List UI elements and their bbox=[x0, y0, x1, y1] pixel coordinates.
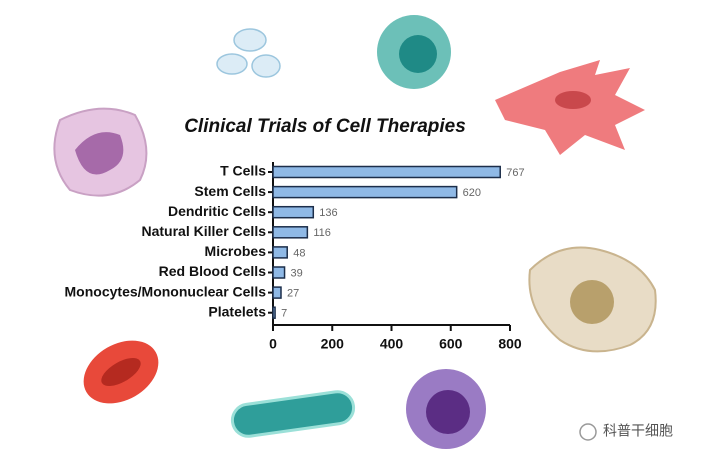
value-label: 27 bbox=[287, 288, 299, 300]
y-tick-label: Dendritic Cells bbox=[168, 203, 266, 219]
y-tick-label: T Cells bbox=[220, 163, 266, 179]
bar bbox=[272, 266, 286, 279]
watermark: 科普干细胞 bbox=[603, 423, 673, 439]
x-tick-label: 200 bbox=[321, 336, 345, 352]
bar bbox=[272, 165, 501, 179]
bar bbox=[272, 306, 276, 319]
y-tick-label: Monocytes/Mononuclear Cells bbox=[65, 283, 267, 299]
x-tick-label: 800 bbox=[498, 336, 522, 352]
x-tick-label: 400 bbox=[380, 336, 404, 352]
decoration bbox=[53, 15, 657, 449]
value-label: 48 bbox=[293, 247, 305, 259]
y-tick-label: Natural Killer Cells bbox=[142, 223, 267, 239]
x-tick-label: 600 bbox=[439, 336, 463, 352]
value-label: 767 bbox=[506, 167, 524, 179]
bar bbox=[272, 226, 309, 239]
bar bbox=[272, 185, 458, 199]
bar bbox=[272, 205, 315, 219]
y-tick-label: Red Blood Cells bbox=[159, 263, 267, 279]
bar bbox=[272, 286, 282, 299]
y-tick-label: Stem Cells bbox=[194, 183, 266, 199]
y-tick-label: Platelets bbox=[208, 303, 266, 319]
bar bbox=[272, 246, 288, 259]
value-label: 7 bbox=[281, 308, 287, 320]
value-label: 620 bbox=[463, 187, 481, 199]
y-tick-label: Microbes bbox=[205, 243, 267, 259]
value-label: 39 bbox=[291, 267, 303, 279]
chart-title: Clinical Trials of Cell Therapies bbox=[184, 116, 466, 137]
x-tick-label: 0 bbox=[269, 336, 277, 352]
value-label: 116 bbox=[313, 227, 331, 239]
watermark-icon bbox=[579, 423, 597, 441]
value-label: 136 bbox=[319, 207, 337, 219]
